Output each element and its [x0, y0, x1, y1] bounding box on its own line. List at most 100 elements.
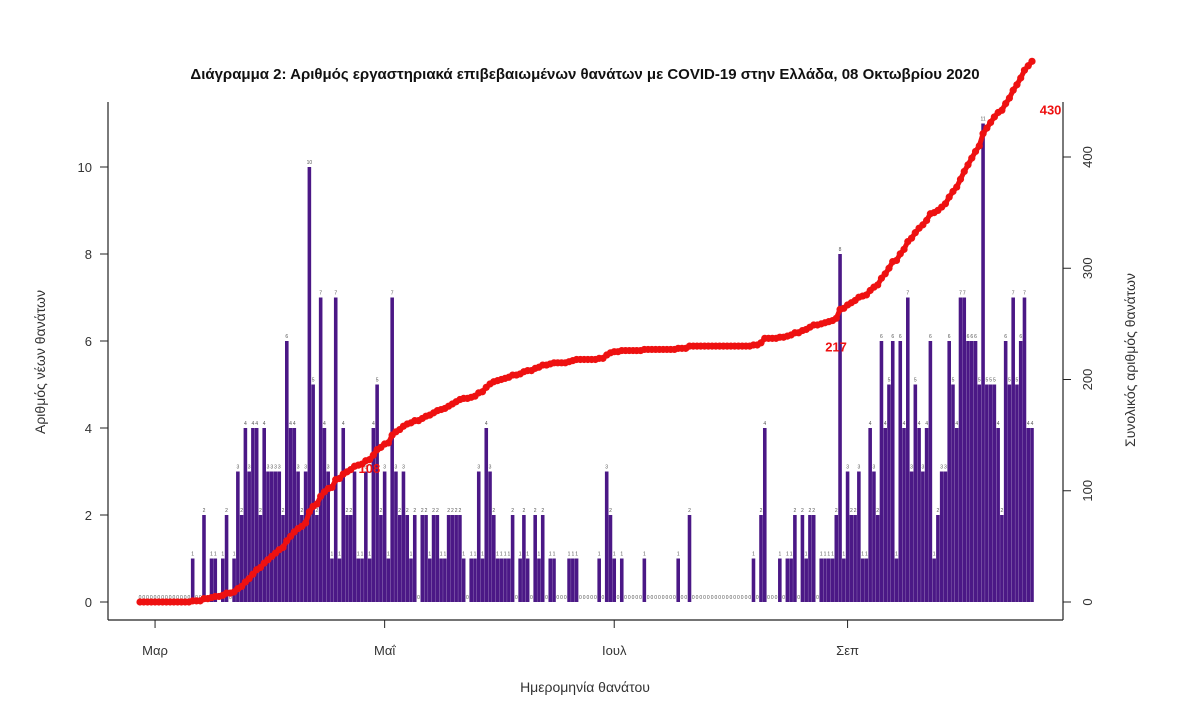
- bar: [1000, 515, 1004, 602]
- bar: [239, 515, 244, 602]
- bar-data-label: 2: [259, 508, 262, 514]
- cumulative-point: [279, 543, 287, 552]
- bar-data-label: 2: [282, 508, 285, 514]
- bar-data-label: 6: [948, 334, 951, 340]
- bar: [924, 428, 929, 602]
- bar: [537, 558, 541, 602]
- bar: [921, 471, 925, 602]
- x-tick-label: Μαρ: [142, 643, 168, 658]
- cumulative-point: [964, 161, 972, 169]
- bar-data-label: 3: [236, 465, 239, 471]
- bar-data-label: 1: [462, 552, 465, 558]
- bar: [860, 558, 865, 602]
- bar-data-label: 5: [989, 378, 992, 384]
- bar-data-label: 2: [854, 508, 857, 514]
- bar: [473, 558, 477, 602]
- bar-data-label: 6: [1004, 334, 1007, 340]
- bar-data-label: 1: [410, 552, 413, 558]
- bar: [864, 558, 869, 602]
- bar-data-label: 3: [327, 465, 330, 471]
- bar-data-label: 0: [669, 595, 672, 601]
- bar-data-label: 2: [300, 508, 303, 514]
- bar: [842, 558, 846, 602]
- bar-data-label: 0: [730, 595, 733, 601]
- bar-data-label: 2: [760, 508, 763, 514]
- bar-data-label: 4: [244, 421, 247, 427]
- cumulative-annotation: 108: [358, 461, 380, 476]
- bar: [1003, 341, 1008, 602]
- bar-data-label: 0: [583, 595, 586, 601]
- bar: [356, 558, 361, 602]
- cumulative-point: [1005, 94, 1014, 102]
- bar-data-label: 5: [952, 378, 955, 384]
- bar-data-label: 5: [978, 378, 981, 384]
- bar-data-label: 0: [142, 595, 145, 601]
- y2-axis-label: Συνολικός αριθμός θανάτων: [1122, 273, 1138, 447]
- bar-data-label: 0: [579, 595, 582, 601]
- bar-data-label: 0: [628, 595, 631, 601]
- bar: [439, 558, 443, 602]
- cumulative-point: [328, 483, 336, 492]
- bar-data-label: 0: [632, 595, 635, 601]
- bar: [906, 297, 910, 602]
- bar-data-label: 0: [658, 595, 661, 601]
- bar: [330, 558, 334, 602]
- bar-data-label: 4: [763, 421, 766, 427]
- bar-data-label: 1: [361, 552, 364, 558]
- cumulative-point: [979, 130, 987, 138]
- bar-data-label: 1: [549, 552, 552, 558]
- bar-data-label: 4: [903, 421, 906, 427]
- bar: [966, 341, 970, 602]
- bar-data-label: 3: [248, 465, 251, 471]
- bar: [424, 515, 428, 602]
- bar: [518, 558, 522, 602]
- bar-data-label: 1: [643, 552, 646, 558]
- bar: [461, 558, 466, 602]
- cumulative-point: [960, 167, 968, 176]
- bar-data-label: 0: [737, 595, 740, 601]
- bar-data-label: 1: [331, 552, 334, 558]
- bar-data-label: 0: [711, 595, 714, 601]
- bar-data-label: 6: [880, 334, 883, 340]
- bar: [533, 515, 537, 602]
- bar-data-label: 0: [184, 595, 187, 601]
- bar: [341, 428, 346, 602]
- bar: [435, 515, 440, 602]
- bar: [379, 515, 383, 602]
- bar: [853, 515, 857, 602]
- bar: [458, 515, 462, 602]
- bar: [898, 341, 903, 602]
- x-tick-label: Σεπ: [836, 643, 859, 658]
- bar: [450, 515, 455, 602]
- bar: [778, 558, 782, 602]
- bar-data-label: 5: [1008, 378, 1011, 384]
- bar-data-label: 0: [157, 595, 160, 601]
- bar: [932, 558, 936, 602]
- bar: [303, 471, 308, 602]
- bar-data-label: 7: [959, 291, 962, 297]
- bar-data-label: 6: [929, 334, 932, 340]
- bar-data-label: 1: [504, 552, 507, 558]
- bar-data-label: 0: [662, 595, 665, 601]
- bar: [307, 167, 312, 602]
- bar-data-label: 3: [267, 465, 270, 471]
- bar-data-label: 0: [722, 595, 725, 601]
- bar-data-label: 7: [1023, 291, 1026, 297]
- bar-data-label: 1: [895, 552, 898, 558]
- bar-data-label: 1: [440, 552, 443, 558]
- bar-data-label: 6: [899, 334, 902, 340]
- bar: [431, 515, 436, 602]
- bar-data-label: 6: [285, 334, 288, 340]
- bar-data-label: 0: [229, 595, 232, 601]
- bar-data-label: 2: [688, 508, 691, 514]
- bar-data-label: 0: [530, 595, 533, 601]
- bar-data-label: 1: [474, 552, 477, 558]
- bar-data-label: 1: [500, 552, 503, 558]
- bar-data-label: 2: [850, 508, 853, 514]
- bar: [759, 515, 763, 602]
- bar-data-label: 5: [985, 378, 988, 384]
- bar-data-label: 0: [586, 595, 589, 601]
- bar-data-label: 3: [364, 465, 367, 471]
- bar: [499, 558, 504, 602]
- bar-data-label: 4: [884, 421, 887, 427]
